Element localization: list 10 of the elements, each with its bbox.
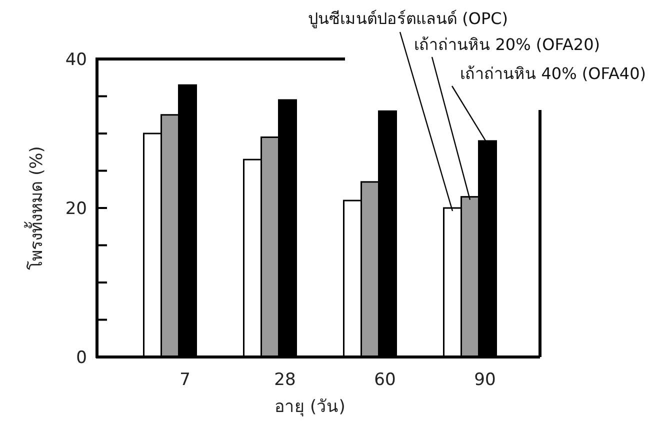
x-tick-label: 90 xyxy=(474,370,496,390)
x-tick-label: 28 xyxy=(274,370,296,390)
y-tick-label: 40 xyxy=(65,50,87,70)
y-tick-label: 0 xyxy=(76,348,87,368)
y-axis-title: โพรงทั้งหมด (%) xyxy=(24,146,47,270)
text: ปูนซีเมนต์ปอร์ตแลนด์ (OPC) xyxy=(308,9,508,29)
x-tick-label: 7 xyxy=(180,370,190,390)
y-tick-label: 20 xyxy=(65,199,87,219)
x-axis-title: อายุ (วัน) xyxy=(274,397,346,417)
x-tick-label: 60 xyxy=(374,370,396,390)
